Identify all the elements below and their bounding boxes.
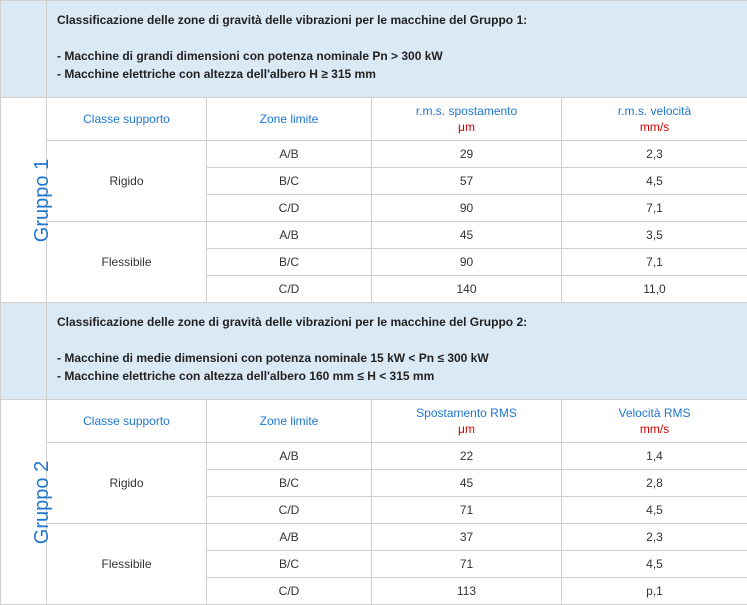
table-cell: 29: [372, 141, 562, 168]
table-cell: 1,4: [562, 443, 747, 470]
table-cell: C/D: [207, 276, 372, 303]
group2-header-disp: Spostamento RMS μm: [372, 400, 562, 443]
table-cell: 4,5: [562, 168, 747, 195]
corner-cell: [1, 303, 47, 400]
table-cell: 2,3: [562, 141, 747, 168]
group1-header-disp-unit: μm: [380, 120, 553, 134]
group2-desc-title: Classificazione delle zone di gravità de…: [57, 315, 527, 329]
table-cell: 71: [372, 497, 562, 524]
table-cell: 90: [372, 249, 562, 276]
group2-header-disp-unit: μm: [380, 422, 553, 436]
group2-header-vel-label: Velocità RMS: [618, 406, 690, 420]
group1-header-zone: Zone limite: [207, 98, 372, 141]
table-cell: 2,3: [562, 524, 747, 551]
group2-support-flex: Flessibile: [47, 524, 207, 605]
table-cell: 71: [372, 551, 562, 578]
table-cell: B/C: [207, 249, 372, 276]
table-cell: 45: [372, 470, 562, 497]
group1-desc-line2: - Macchine elettriche con altezza dell'a…: [57, 67, 376, 81]
table-cell: 37: [372, 524, 562, 551]
table-cell: 57: [372, 168, 562, 195]
table-cell: A/B: [207, 141, 372, 168]
vibration-table: Classificazione delle zone di gravità de…: [0, 0, 747, 605]
group1-vertical-label-cell: Gruppo 1: [1, 98, 47, 303]
table-cell: 90: [372, 195, 562, 222]
group1-support-rigid: Rigido: [47, 141, 207, 222]
table-cell: 113: [372, 578, 562, 605]
table-cell: B/C: [207, 470, 372, 497]
table-cell: 4,5: [562, 551, 747, 578]
table-cell: B/C: [207, 551, 372, 578]
table-cell: 3,5: [562, 222, 747, 249]
group2-description: Classificazione delle zone di gravità de…: [47, 303, 747, 400]
group2-header-support: Classe supporto: [47, 400, 207, 443]
group1-header-vel-label: r.m.s. velocità: [618, 104, 691, 118]
group2-header-vel: Velocità RMS mm/s: [562, 400, 747, 443]
vibration-table-wrapper: Classificazione delle zone di gravità de…: [0, 0, 747, 605]
group1-vertical-label: Gruppo 1: [31, 158, 54, 241]
table-cell: 140: [372, 276, 562, 303]
table-cell: 45: [372, 222, 562, 249]
group1-desc-title: Classificazione delle zone di gravità de…: [57, 13, 527, 27]
group1-support-flex: Flessibile: [47, 222, 207, 303]
table-cell: C/D: [207, 578, 372, 605]
group1-header-vel-unit: mm/s: [570, 120, 739, 134]
group2-header-disp-label: Spostamento RMS: [416, 406, 517, 420]
group1-header-disp-label: r.m.s. spostamento: [416, 104, 517, 118]
group2-vertical-label: Gruppo 2: [31, 460, 54, 543]
group1-description: Classificazione delle zone di gravità de…: [47, 1, 747, 98]
table-cell: B/C: [207, 168, 372, 195]
group2-vertical-label-cell: Gruppo 2: [1, 400, 47, 605]
table-cell: p,1: [562, 578, 747, 605]
table-cell: 7,1: [562, 195, 747, 222]
group1-header-vel: r.m.s. velocità mm/s: [562, 98, 747, 141]
group2-desc-line1: - Macchine di medie dimensioni con poten…: [57, 351, 489, 365]
table-cell: A/B: [207, 524, 372, 551]
table-cell: C/D: [207, 195, 372, 222]
group1-header-support: Classe supporto: [47, 98, 207, 141]
table-cell: A/B: [207, 443, 372, 470]
group1-header-disp: r.m.s. spostamento μm: [372, 98, 562, 141]
table-cell: A/B: [207, 222, 372, 249]
table-cell: 4,5: [562, 497, 747, 524]
table-cell: 22: [372, 443, 562, 470]
table-cell: 11,0: [562, 276, 747, 303]
table-cell: C/D: [207, 497, 372, 524]
group2-header-zone: Zone limite: [207, 400, 372, 443]
table-cell: 7,1: [562, 249, 747, 276]
group2-header-vel-unit: mm/s: [570, 422, 739, 436]
corner-cell: [1, 1, 47, 98]
table-cell: 2,8: [562, 470, 747, 497]
group2-support-rigid: Rigido: [47, 443, 207, 524]
group1-desc-line1: - Macchine di grandi dimensioni con pote…: [57, 49, 443, 63]
group2-desc-line2: - Macchine elettriche con altezza dell'a…: [57, 369, 434, 383]
